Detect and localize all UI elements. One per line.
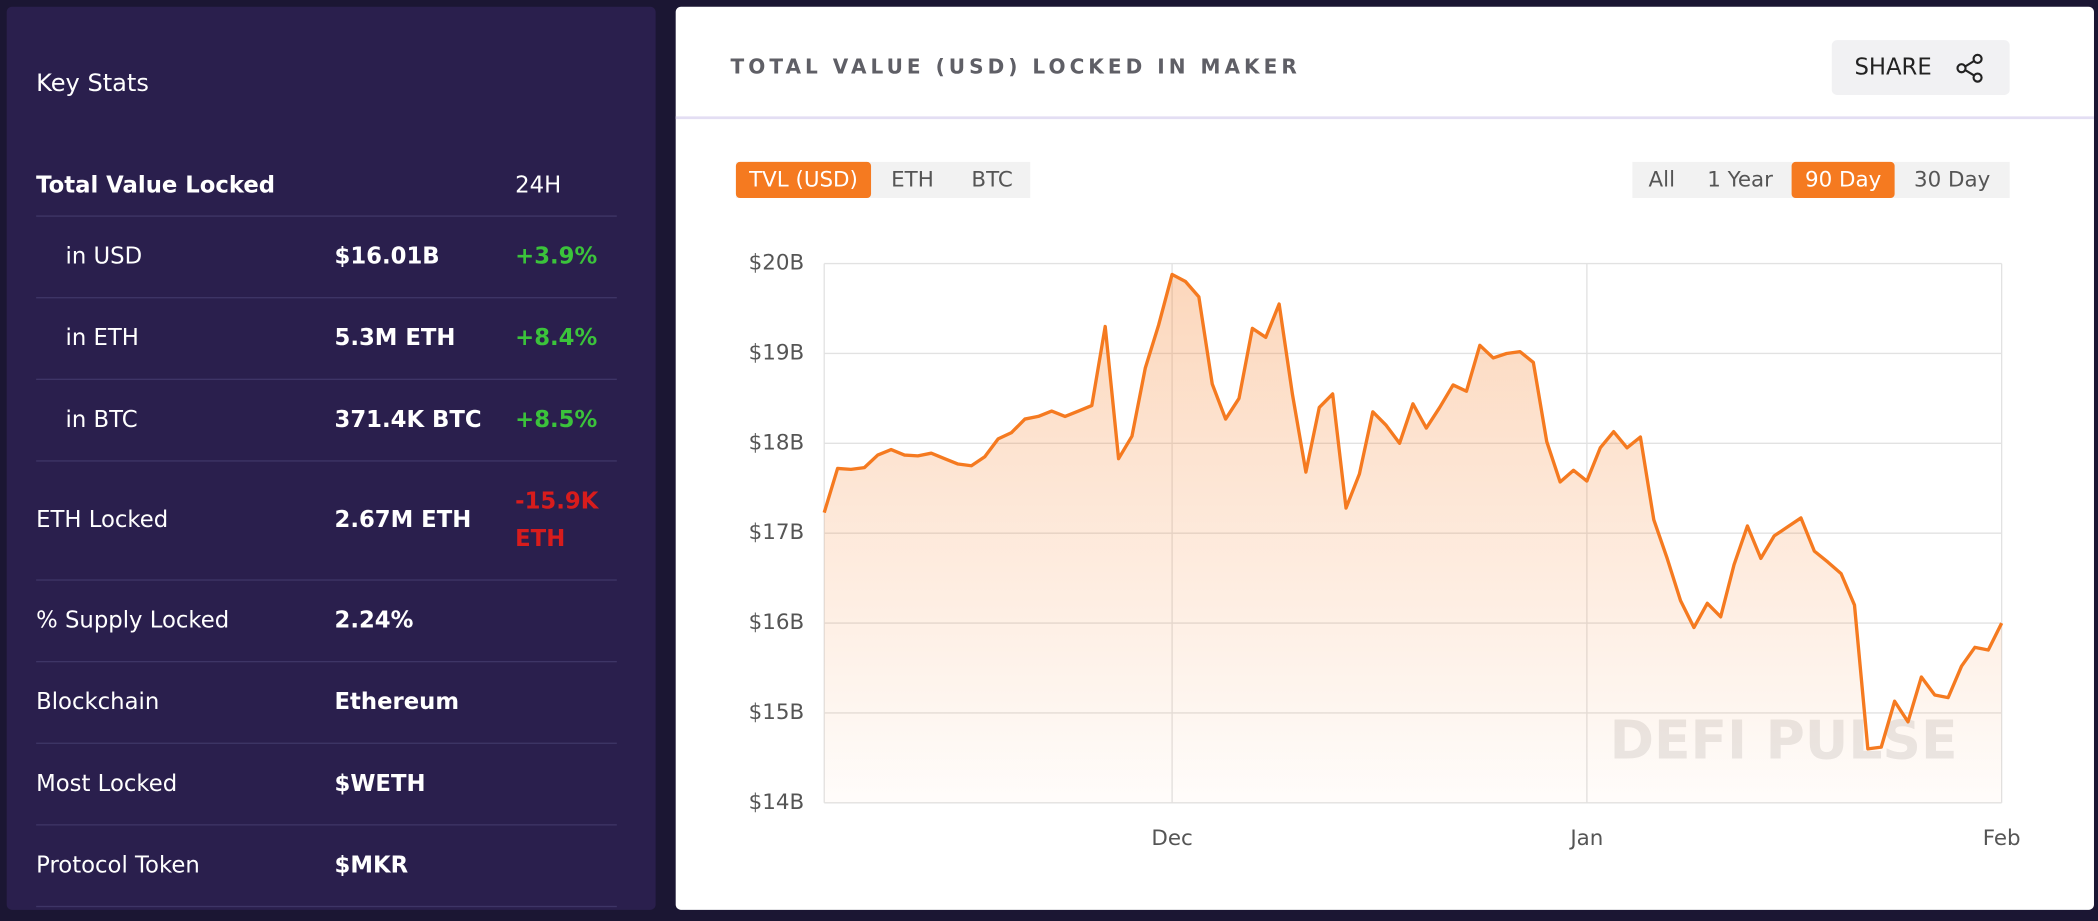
stat-label: Blockchain [36,689,160,716]
stats-header-row: Total Value Locked 24H [36,157,617,217]
y-tick-label: $17B [749,520,805,545]
stat-change: +8.4% [515,325,598,352]
stat-change: -15.9K ETH [515,488,599,553]
toggle-active[interactable] [735,161,872,199]
stats-row: Protocol Token $MKR [36,826,617,908]
x-tick-label: Jan [1568,826,1603,851]
stats-row: in USD $16.01B +3.9% [36,217,617,299]
stat-value: 2.24% [334,607,414,635]
stat-label: Most Locked [36,770,178,798]
stat-label: in USD [65,243,143,271]
share-label: SHARE [1854,55,1931,81]
line [822,272,2004,751]
toggle-label: 30 Day [1914,168,1991,193]
header-period: 24H [515,172,562,200]
stat-value: $16.01B [334,243,440,271]
share-button[interactable] [1831,40,2010,95]
toggle-label: BTC [971,168,1012,193]
y-tick-label: $16B [749,610,805,635]
x-tick-label: Dec [1151,826,1192,851]
stat-value: 371.4K BTC [334,406,482,434]
stat-label: ETH Locked [36,507,169,534]
header-label: Total Value Locked [36,172,276,200]
toggle-label: TVL (USD) [748,168,858,193]
toggle-active[interactable] [1791,161,1895,199]
stats-row: in BTC 371.4K BTC +8.5% [36,380,617,462]
panel-title: Key Stats [36,69,149,98]
icon-dot [1972,72,1983,83]
toggle-label: All [1649,168,1676,193]
stat-label: Protocol Token [36,852,200,880]
stat-value: $WETH [334,770,426,798]
stat-value: $MKR [334,852,409,880]
stat-label: in BTC [65,406,138,434]
icon-dot [1972,53,1983,64]
x-tick-label: Feb [1983,826,2021,851]
toggle-label: 90 Day [1805,168,1882,193]
share-icon [1956,53,1983,83]
stats-row: Most Locked $WETH [36,744,617,826]
stat-label: % Supply Locked [36,607,230,635]
toggle-label: 1 Year [1707,168,1773,193]
stats-row: Blockchain Ethereum [36,662,617,744]
y-tick-label: $19B [749,340,805,365]
stat-value: Ethereum [334,689,460,716]
y-tick-label: $18B [749,430,805,455]
stat-value: 2.67M ETH [334,507,472,534]
chart-title: TOTAL VALUE (USD) LOCKED IN MAKER [731,55,1301,79]
y-tick-label: $20B [749,251,805,276]
key-stats-panel: Key Stats Total Value Locked 24H in USD $16… [6,6,656,910]
y-tick-label: $14B [749,790,805,815]
stat-value: 5.3M ETH [334,325,456,352]
stats-row: % Supply Locked 2.24% [36,581,617,663]
icon-lines [1964,59,1975,77]
toggle-label: ETH [891,168,934,193]
stats-table: Total Value Locked 24H in USD $16.01B +3.9% i… [36,157,617,908]
area [824,274,2002,803]
y-tick-label: $15B [749,700,805,725]
stat-change: +3.9% [515,243,598,271]
icon-dot [1956,63,1967,74]
stats-row: ETH Locked 2.67M ETH -15.9K ETH [36,462,617,581]
stat-change: +8.5% [515,406,598,434]
stats-row: in ETH 5.3M ETH +8.4% [36,298,617,380]
stat-label: in ETH [65,325,139,352]
